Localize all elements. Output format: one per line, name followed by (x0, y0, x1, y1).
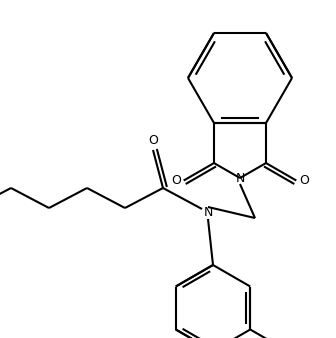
Text: N: N (235, 171, 245, 185)
Text: O: O (299, 174, 309, 187)
Text: O: O (171, 174, 181, 187)
Text: O: O (148, 134, 158, 146)
Text: N: N (203, 207, 213, 219)
